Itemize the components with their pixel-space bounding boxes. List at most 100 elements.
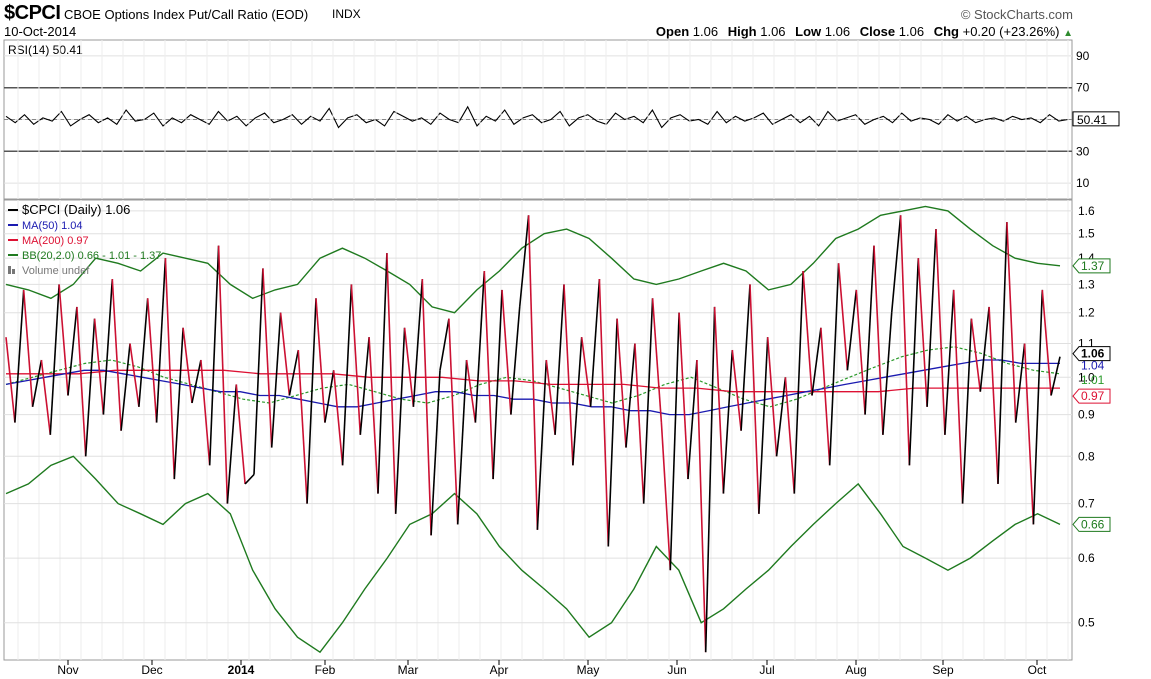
low-value: 1.06 — [824, 24, 851, 39]
x-tick-label: Sep — [932, 663, 954, 677]
price-segment — [173, 327, 184, 480]
price-segment — [111, 278, 122, 431]
legend-label-ma200: MA(200) 0.97 — [22, 235, 89, 247]
price-segment — [1041, 289, 1052, 396]
price-segment — [855, 289, 866, 415]
price-segment — [182, 327, 193, 404]
up-arrow-icon: ▲ — [1063, 28, 1073, 39]
price-segment — [474, 270, 486, 423]
price-segment — [1023, 343, 1035, 525]
price-segment — [961, 318, 973, 504]
legend-label-bb: BB(20,2.0) 0.66 - 1.01 - 1.37 — [22, 250, 161, 262]
price-segment — [315, 298, 326, 423]
price-segment — [811, 327, 822, 396]
price-segment — [678, 312, 689, 480]
price-segment — [448, 318, 459, 525]
rsi-tick-label: 70 — [1076, 81, 1090, 95]
price-segment — [262, 268, 273, 448]
price-segment — [332, 370, 344, 466]
price-segment — [76, 306, 87, 457]
price-segment — [93, 318, 105, 415]
price-segment — [926, 229, 937, 407]
brand-watermark: © StockCharts.com — [960, 7, 1073, 22]
rsi-value-box — [1072, 111, 1120, 127]
price-tick-label: 0.8 — [1078, 449, 1095, 463]
value-label-bb_lower: 0.66 — [1081, 517, 1105, 531]
price-tick-label: 0.5 — [1078, 616, 1095, 630]
price-segment — [731, 349, 742, 431]
chg-value: +0.20 (+23.26%) — [962, 24, 1060, 39]
price-segment — [235, 384, 246, 484]
price-segment — [589, 278, 601, 407]
rsi-tick-label: 30 — [1076, 144, 1090, 158]
price-tick-label: 1.2 — [1078, 306, 1095, 320]
value-box-bb_lower — [1072, 516, 1111, 532]
volume-legend-icon — [8, 266, 11, 274]
open-label: Open — [655, 24, 690, 39]
close-value: 1.06 — [898, 24, 925, 39]
x-tick-label: Apr — [490, 663, 509, 677]
price-segment — [306, 298, 317, 504]
price-segment — [890, 215, 902, 313]
value-box-ma200 — [1072, 388, 1111, 404]
price-segment — [979, 306, 990, 392]
value-label-bb_upper: 1.37 — [1081, 259, 1105, 273]
price-segment — [350, 284, 362, 435]
price-segment — [421, 278, 432, 536]
price-segment — [988, 306, 999, 484]
price-segment — [1050, 356, 1061, 396]
price-tick-label: 0.7 — [1078, 497, 1095, 511]
price-segment — [899, 215, 911, 466]
price-segment — [563, 284, 574, 466]
volume-legend-icon — [12, 269, 15, 274]
x-tick-label: Mar — [398, 663, 419, 677]
value-label-bb_mid: 1.01 — [1081, 373, 1105, 387]
price-segment — [908, 258, 920, 466]
price-segment — [456, 359, 468, 525]
price-segment — [1014, 343, 1026, 423]
price-segment — [412, 278, 424, 407]
price-tick-label: 0.9 — [1078, 408, 1095, 422]
rsi-value-label: 50.41 — [1077, 113, 1107, 127]
price-segment — [226, 384, 238, 504]
x-tick-label: Dec — [141, 663, 162, 677]
price-segment — [359, 337, 370, 435]
low-label: Low — [795, 24, 822, 39]
rsi-legend-label: RSI(14) 50.41 — [8, 43, 83, 57]
price-segment — [49, 284, 60, 435]
bb-upper-line — [5, 205, 1061, 314]
price-segment — [253, 268, 264, 475]
close-label: Close — [859, 24, 896, 39]
price-segment — [501, 289, 512, 415]
price-segment — [997, 222, 1008, 484]
price-segment — [341, 284, 353, 466]
x-tick-label: Nov — [57, 663, 78, 677]
price-segment — [288, 349, 300, 396]
price-segment — [970, 318, 982, 392]
price-segment — [510, 306, 521, 415]
price-tick-label: 1.3 — [1078, 277, 1095, 291]
chart-date: 10-Oct-2014 — [4, 24, 77, 39]
open-value: 1.06 — [692, 24, 719, 39]
price-segment — [536, 359, 548, 530]
price-segment — [634, 343, 645, 504]
price-segment — [642, 298, 654, 504]
x-tick-label: Jul — [759, 663, 774, 677]
price-segment — [784, 377, 796, 494]
price-segment — [102, 278, 114, 415]
price-segment — [545, 359, 556, 435]
price-segment — [820, 327, 831, 466]
price-segment — [244, 473, 255, 485]
price-segment — [31, 359, 43, 407]
price-segment — [766, 337, 778, 457]
price-segment — [917, 258, 928, 407]
price-segment — [696, 359, 707, 653]
price-segment — [554, 284, 565, 435]
price-segment — [217, 245, 229, 504]
x-tick-label: Aug — [845, 663, 866, 677]
price-segment — [270, 312, 282, 448]
price-segment — [394, 327, 406, 514]
price-segment — [572, 337, 583, 466]
price-segment — [377, 253, 388, 494]
